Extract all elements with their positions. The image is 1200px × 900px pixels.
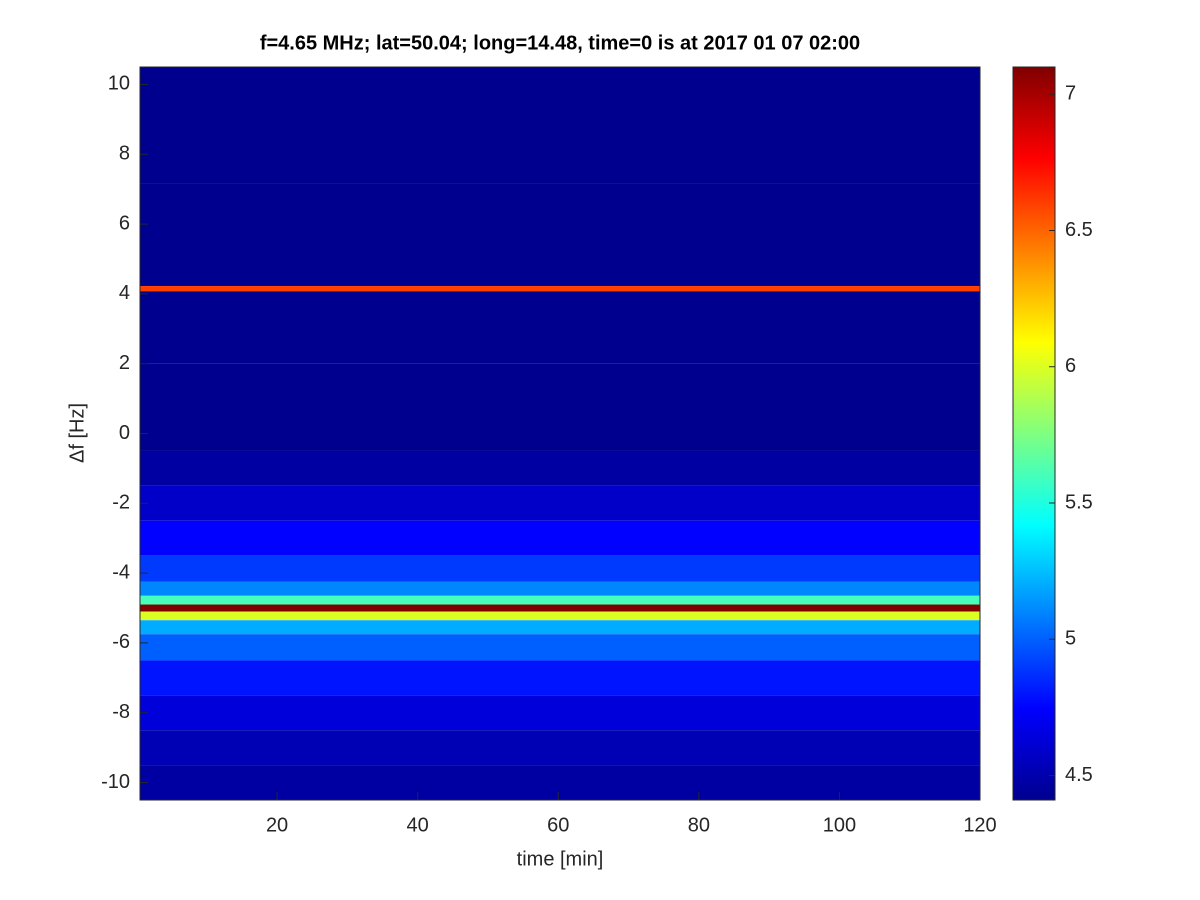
colorbar-tick-label: 5 [1065,628,1076,650]
colorbar-tick-label: 6 [1065,355,1076,377]
x-tick-label: 80 [688,814,710,836]
colorbar-tick-label: 6.5 [1065,219,1093,241]
heatmap-row [140,695,980,731]
x-tick-label: 60 [547,814,569,836]
heatmap-row [140,730,980,766]
heatmap-row [140,604,980,612]
heatmap-row [140,67,980,184]
y-tick-label: 8 [119,143,130,165]
colorbar-tick-label: 4.5 [1065,764,1093,786]
heatmap-row [140,611,980,621]
heatmap [140,67,980,800]
y-tick-label: 0 [119,422,130,444]
heatmap-row [140,485,980,521]
heatmap-row [140,581,980,596]
heatmap-row [140,363,980,451]
x-tick-label: 120 [963,814,996,836]
colorbar-tick-label: 7 [1065,83,1076,105]
heatmap-row [140,183,980,287]
y-tick-label: -2 [112,492,130,514]
x-tick-label: 20 [266,814,288,836]
x-axis-label: time [min] [517,848,604,870]
heatmap-row [140,520,980,556]
heatmap-row [140,286,980,292]
y-tick-label: 10 [108,73,130,95]
heatmap-row [140,765,980,800]
y-tick-label: -6 [112,631,130,653]
heatmap-row [140,620,980,635]
heatmap-row [140,660,980,696]
chart-title: f=4.65 MHz; lat=50.04; long=14.48, time=… [260,32,860,54]
y-tick-label: 4 [119,282,130,304]
heatmap-row [140,634,980,661]
y-tick-label: -8 [112,701,130,723]
heatmap-row [140,595,980,605]
heatmap-row [140,450,980,486]
x-tick-label: 100 [823,814,856,836]
x-tick-label: 40 [407,814,429,836]
y-axis-label: Δf [Hz] [66,403,88,463]
y-tick-label: -4 [112,561,130,583]
heatmap-row [140,555,980,582]
y-tick-label: 6 [119,212,130,234]
colorbar-tick-label: 5.5 [1065,491,1093,513]
y-tick-label: -10 [101,771,130,793]
heatmap-row [140,291,980,364]
colorbar [1012,66,1056,801]
y-tick-label: 2 [119,352,130,374]
